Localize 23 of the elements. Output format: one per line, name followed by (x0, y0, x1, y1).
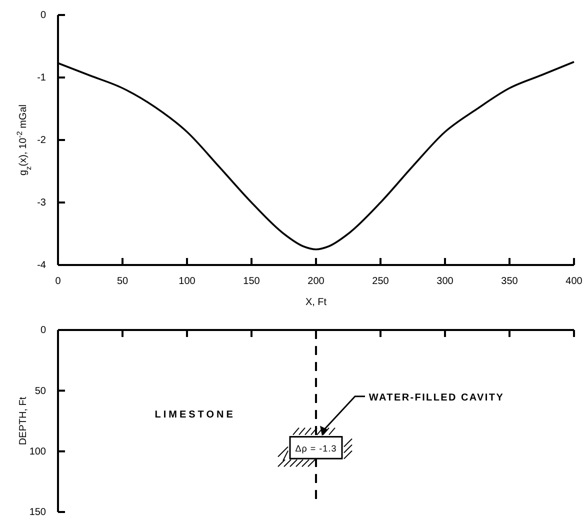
x-tick-label: 400 (566, 276, 583, 288)
y-tick-label: -3 (37, 198, 46, 209)
x-tick-label: 250 (372, 276, 390, 288)
annotation: Δρ = -1.3 (295, 444, 337, 454)
x-tick-label: 200 (308, 276, 325, 288)
x-tick-label: 350 (501, 276, 518, 288)
y-tick-label: -1 (37, 72, 46, 84)
x-tick-label: 50 (116, 276, 128, 288)
x-tick-label: 100 (178, 276, 196, 288)
y-tick-label: 0 (40, 10, 46, 22)
annotation: LIMESTONE (154, 409, 236, 420)
y-tick-label: -4 (37, 260, 46, 272)
y-axis-title: DEPTH, Ft (18, 396, 29, 446)
x-tick-label: 300 (436, 276, 454, 288)
x-tick-label: 150 (243, 276, 260, 288)
y-tick-label: -2 (37, 135, 46, 146)
y-tick-label: 50 (34, 386, 46, 397)
x-tick-label: 0 (55, 276, 62, 288)
annotation: WATER-FILLED CAVITY (368, 392, 504, 404)
y-tick-label: 100 (29, 446, 46, 458)
y-tick-label: 0 (40, 325, 46, 336)
x-axis-title: X, Ft (305, 297, 327, 308)
y-tick-label: 150 (29, 507, 46, 518)
